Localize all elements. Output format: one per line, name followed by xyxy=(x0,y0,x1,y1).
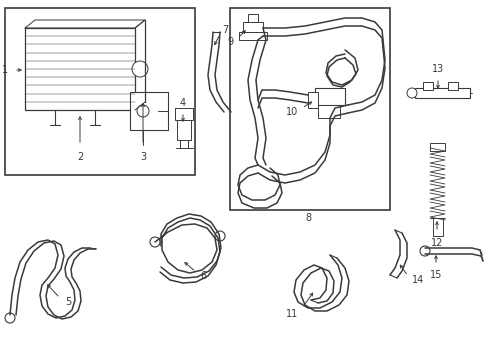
Text: 5: 5 xyxy=(65,297,71,307)
Circle shape xyxy=(420,246,430,256)
Text: 1: 1 xyxy=(2,65,8,75)
Circle shape xyxy=(407,88,417,98)
Bar xyxy=(230,8,390,210)
Bar xyxy=(318,105,340,118)
Circle shape xyxy=(150,237,160,247)
Circle shape xyxy=(137,105,149,117)
Text: 11: 11 xyxy=(286,309,298,319)
Bar xyxy=(248,14,258,22)
Bar xyxy=(5,8,195,175)
Bar xyxy=(423,82,433,90)
Bar xyxy=(448,82,458,90)
Bar xyxy=(243,22,263,32)
Bar xyxy=(430,143,445,151)
Text: 9: 9 xyxy=(227,37,233,47)
Circle shape xyxy=(5,313,15,323)
Bar xyxy=(130,92,168,130)
Bar xyxy=(315,88,345,105)
Bar xyxy=(175,108,193,120)
Text: 4: 4 xyxy=(180,98,186,108)
Bar xyxy=(177,120,191,140)
Bar xyxy=(433,218,443,236)
Circle shape xyxy=(132,61,148,77)
Text: 13: 13 xyxy=(432,64,444,74)
Bar xyxy=(25,28,135,110)
Circle shape xyxy=(215,231,225,241)
Bar xyxy=(308,92,318,108)
Text: 15: 15 xyxy=(430,270,442,280)
Bar xyxy=(415,88,470,98)
Text: 10: 10 xyxy=(286,107,298,117)
Text: 6: 6 xyxy=(200,271,206,281)
Text: 7: 7 xyxy=(222,25,228,35)
Text: 2: 2 xyxy=(77,152,83,162)
Text: 12: 12 xyxy=(431,238,443,248)
Text: 8: 8 xyxy=(305,213,311,223)
Text: 14: 14 xyxy=(412,275,424,285)
Bar xyxy=(239,32,267,40)
Text: 3: 3 xyxy=(140,152,146,162)
